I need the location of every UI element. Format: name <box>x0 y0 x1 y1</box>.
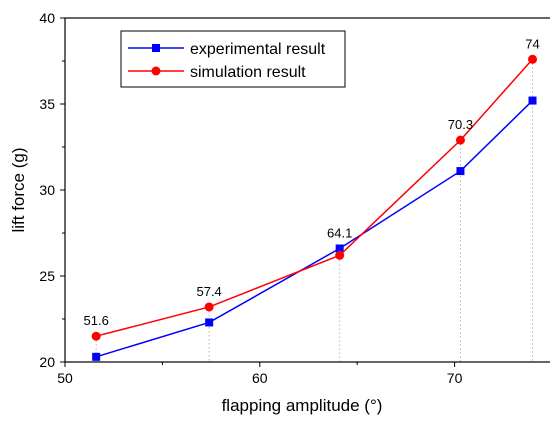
y-tick-label: 25 <box>39 268 55 284</box>
legend-marker-circle <box>151 66 161 76</box>
data-point-circle <box>335 250 345 260</box>
point-label: 51.6 <box>84 313 109 328</box>
data-point-circle <box>455 135 465 145</box>
y-tick-label: 20 <box>39 354 55 370</box>
data-point-square <box>205 318 214 327</box>
data-point-square <box>528 96 537 105</box>
point-label: 70.3 <box>448 117 473 132</box>
legend-label-experimental: experimental result <box>190 41 326 58</box>
series-line-simulation <box>95 58 534 337</box>
x-tick-label: 60 <box>252 370 268 386</box>
legend-label-simulation: simulation result <box>190 64 306 81</box>
data-point-circle <box>528 54 538 64</box>
y-tick-label: 35 <box>39 96 55 112</box>
data-point-square <box>335 244 344 253</box>
point-labels: 51.6 57.4 64.1 70.3 74 <box>84 36 540 328</box>
y-tick-label: 30 <box>39 182 55 198</box>
x-tick-label: 50 <box>57 370 73 386</box>
x-tick-label: 70 <box>447 370 463 386</box>
series-line-experimental <box>95 100 534 358</box>
point-label: 64.1 <box>327 225 352 240</box>
legend-box <box>120 30 346 88</box>
reference-lines <box>95 59 534 362</box>
x-axis: 50 60 70 <box>57 362 463 386</box>
data-point-circle <box>204 302 214 312</box>
legend: experimental result simulation result <box>120 30 346 88</box>
y-axis-title: lift force (g) <box>9 147 28 232</box>
data-point-square <box>456 167 465 176</box>
point-label: 74 <box>525 36 539 51</box>
point-label: 57.4 <box>196 284 221 299</box>
data-point-circle <box>91 331 101 341</box>
y-tick-label: 40 <box>39 10 55 26</box>
legend-marker-square <box>152 44 160 52</box>
x-axis-title: flapping amplitude (°) <box>222 396 383 415</box>
y-axis: 20 25 30 35 40 <box>39 10 65 370</box>
series-layer <box>91 54 538 361</box>
data-point-square <box>92 352 101 361</box>
